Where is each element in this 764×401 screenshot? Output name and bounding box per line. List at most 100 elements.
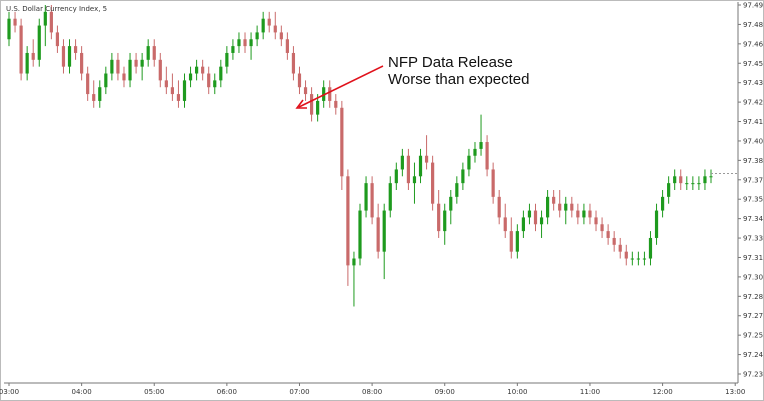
candle-body-up: [461, 169, 465, 184]
candle-body-down: [533, 210, 538, 225]
y-tick-label: 97.46: [743, 40, 764, 48]
candle-body-up: [195, 66, 199, 74]
candle-body-down: [588, 210, 592, 218]
annotation-line-2: Worse than expected: [388, 71, 529, 88]
candle-body-down: [73, 46, 78, 53]
y-tick-label: 97.40: [743, 137, 763, 145]
candle-body-up: [697, 183, 701, 185]
candle-body-up: [691, 183, 695, 185]
x-tick-label: 08:00: [362, 388, 382, 396]
candle-body-down: [170, 87, 174, 95]
candle-body-down: [424, 155, 429, 163]
candle-body-down: [485, 142, 489, 170]
y-tick-label: 97.49: [743, 2, 763, 10]
candle-body-down: [624, 251, 628, 259]
candle-body-up: [630, 258, 634, 260]
x-tick-label: 11:00: [580, 388, 600, 396]
candle-body-up: [400, 155, 404, 170]
candle-body-down: [303, 87, 308, 95]
candle-body-down: [55, 32, 60, 47]
annotation-arrow-head: [295, 99, 307, 109]
candle-body-down: [61, 46, 66, 67]
candle-body-up: [255, 32, 259, 40]
x-axis-ticks: 03:00 04:00 05:00 06:00 07:00 08:00 09:00 10:00…: [0, 383, 745, 396]
candle-body-up: [443, 210, 447, 232]
y-tick-label: 97.45: [743, 60, 763, 68]
candle-body-up: [67, 46, 72, 67]
y-tick-label: 97.27: [743, 312, 763, 320]
candle-body-up: [7, 18, 11, 40]
candle-body-up: [225, 52, 229, 67]
candle-body-up: [521, 217, 525, 232]
candle-body-up: [237, 39, 241, 47]
candle-body-up: [449, 196, 453, 211]
candle-body-up: [261, 18, 265, 33]
candle-body-down: [679, 176, 683, 184]
y-tick-label: 97.48: [743, 21, 763, 29]
y-tick-label: 97.42: [743, 99, 763, 107]
candle-body-up: [43, 11, 47, 26]
candle-body-up: [473, 148, 477, 156]
candle-body-up: [527, 210, 532, 218]
y-tick-label: 97.24: [743, 351, 764, 359]
candle-body-up: [352, 258, 356, 266]
candle-body-down: [437, 203, 441, 232]
candle-body-up: [128, 59, 132, 81]
candle-body-up: [219, 66, 223, 81]
candle-body-down: [176, 94, 181, 101]
candle-body-up: [98, 87, 102, 101]
candle-body-down: [334, 100, 338, 108]
y-tick-label: 97.23: [743, 371, 763, 379]
candle-body-up: [685, 183, 689, 185]
candle-body-down: [158, 59, 162, 81]
candle-body-down: [491, 169, 495, 197]
candle-body-down: [594, 217, 598, 225]
candle-body-down: [600, 224, 604, 232]
candle-body-down: [497, 196, 501, 218]
x-tick-label: 09:00: [435, 388, 455, 396]
candle-body-down: [618, 244, 622, 252]
candle-body-down: [279, 32, 283, 40]
candle-body-down: [92, 94, 96, 101]
candle-body-up: [455, 183, 459, 197]
candle-body-up: [110, 59, 114, 74]
candle-body-down: [207, 73, 211, 88]
y-tick-label: 97.37: [743, 176, 763, 184]
y-tick-label: 97.38: [743, 157, 763, 165]
candle-body-up: [582, 210, 586, 218]
candle-body-up: [709, 176, 713, 178]
candles-group: [7, 5, 738, 307]
candle-body-down: [328, 87, 332, 101]
y-tick-label: 97.34: [743, 215, 764, 223]
x-tick-label: 13:00: [725, 388, 745, 396]
candle-body-down: [273, 25, 277, 33]
candle-body-up: [418, 155, 423, 177]
candle-body-down: [285, 39, 289, 53]
candle-body-up: [231, 46, 235, 53]
candle-body-down: [612, 237, 616, 245]
y-tick-label: 97.28: [743, 293, 763, 301]
x-tick-label: 10:00: [507, 388, 527, 396]
candle-body-down: [431, 162, 435, 204]
candle-body-down: [340, 107, 344, 177]
x-tick-label: 06:00: [217, 388, 237, 396]
candle-body-down: [152, 46, 156, 60]
candle-body-up: [104, 73, 108, 88]
candle-body-up: [673, 176, 677, 184]
y-tick-label: 97.33: [743, 235, 763, 243]
candle-body-down: [122, 73, 126, 81]
candle-body-up: [388, 183, 392, 211]
candle-body-down: [13, 18, 17, 26]
candle-body-down: [406, 155, 411, 184]
candle-body-up: [660, 196, 665, 211]
candle-body-down: [80, 52, 84, 74]
candle-body-up: [642, 258, 647, 260]
candle-body-down: [134, 59, 138, 67]
candle-body-up: [249, 39, 253, 47]
candle-body-up: [316, 100, 320, 115]
candle-body-up: [364, 183, 368, 211]
y-tick-label: 97.30: [743, 273, 763, 281]
candle-body-up: [479, 142, 483, 149]
annotation-line-1: NFP Data Release: [388, 54, 513, 71]
